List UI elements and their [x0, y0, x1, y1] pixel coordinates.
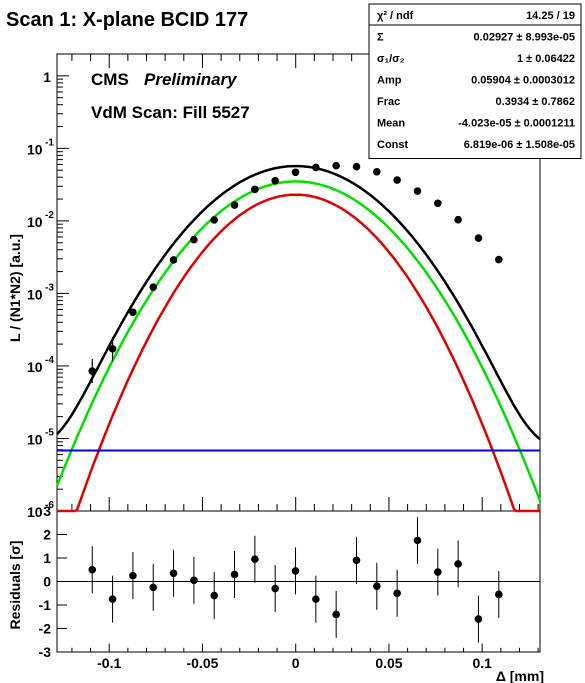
y-tick-label: 10	[27, 504, 43, 520]
scan-label: VdM Scan: Fill 5527	[91, 103, 250, 122]
stats-value: 0.02927 ± 8.993e-05	[474, 32, 575, 44]
residual-point	[373, 582, 381, 590]
fit-total-line	[56, 164, 541, 441]
data-point	[108, 345, 117, 353]
stats-label: Frac	[377, 96, 400, 108]
stats-value: 0.05904 ± 0.0003012	[471, 75, 575, 87]
stats-value: 14.25 / 19	[526, 10, 575, 22]
fit-component-red-line	[57, 193, 540, 513]
fit-component-green-line	[55, 180, 542, 502]
residual-point	[413, 536, 422, 545]
data-point	[210, 216, 219, 224]
data-point	[129, 308, 137, 317]
x-tick-label: 0.1	[472, 655, 492, 671]
residual-point	[108, 595, 117, 603]
x-tick-label: 0.05	[375, 655, 402, 671]
data-point	[373, 168, 381, 176]
x-axis-label: Δ [mm]	[496, 668, 544, 683]
stats-label: Mean	[377, 118, 405, 130]
y-tick-exponent: -6	[45, 500, 54, 511]
data-point	[352, 162, 361, 171]
stats-label: Amp	[377, 75, 402, 87]
x-tick-label: -0.05	[186, 655, 218, 671]
data-point	[434, 199, 442, 208]
data-point	[230, 201, 239, 209]
residual-point	[434, 568, 442, 576]
residual-y-tick-label: 2	[43, 527, 51, 543]
stats-label: Const	[377, 139, 409, 151]
residual-point	[169, 569, 178, 578]
residual-point	[312, 595, 320, 603]
residual-point	[88, 565, 97, 574]
data-point	[393, 176, 401, 184]
y-tick-label: 10	[27, 286, 43, 302]
chart-title: Scan 1: X-plane BCID 177	[6, 9, 248, 31]
residual-point	[251, 555, 259, 563]
residuals-axis-label: Residuals [σ]	[7, 541, 23, 630]
stats-value: 0.3934 ± 0.7862	[496, 96, 575, 108]
data-point	[251, 185, 259, 194]
residual-plot-frame: -0.1 -0.05 0 0.05 0.1 -3 -2 -1 0 1 2 3	[39, 503, 541, 671]
data-point	[88, 367, 97, 375]
data-point	[454, 215, 462, 224]
stats-value: 6.819e-06 ± 1.508e-05	[464, 139, 575, 151]
stats-box-border	[368, 3, 582, 159]
x-tick-label: 0	[292, 655, 300, 671]
data-point	[474, 234, 483, 242]
residual-y-tick-label: 1	[43, 550, 51, 566]
residual-y-tick-label: 3	[43, 503, 51, 519]
data-point	[291, 168, 300, 177]
residual-y-tick-label: -3	[39, 644, 52, 660]
residual-point	[352, 556, 361, 565]
stats-value: -4.023e-05 ± 0.0001211	[458, 118, 575, 130]
residual-point	[454, 560, 462, 568]
residual-point	[291, 567, 300, 575]
y-tick-label: 10	[27, 431, 43, 447]
residual-point	[190, 576, 198, 585]
y-tick-label: 10	[27, 359, 43, 375]
residual-point	[474, 615, 483, 623]
residual-y-tick-label: -1	[39, 597, 52, 613]
residual-point	[494, 590, 503, 599]
stats-label: χ² / ndf	[377, 10, 414, 22]
residual-point	[210, 591, 219, 600]
stats-label: Σ	[377, 32, 384, 44]
preliminary-label: Preliminary	[144, 70, 238, 89]
y-tick-exponent: -1	[45, 137, 54, 148]
residual-point	[129, 571, 137, 580]
y-tick-exponent: -3	[45, 282, 54, 293]
cms-label: CMS	[91, 70, 129, 89]
y-tick-exponent: -2	[45, 210, 54, 221]
y-tick-exponent: -5	[45, 427, 54, 438]
residual-point	[271, 584, 279, 593]
stats-box: χ² / ndf 14.25 / 19 Σ 0.02927 ± 8.993e-05 σ₁…	[368, 3, 582, 159]
data-point	[271, 176, 279, 185]
residual-y-tick-label: -2	[39, 621, 52, 637]
data-point	[312, 163, 320, 172]
data-point	[332, 161, 340, 170]
main-plot-content	[55, 161, 542, 513]
y-tick-label: 10	[27, 214, 43, 230]
data-point	[494, 255, 503, 264]
residual-point	[332, 610, 340, 619]
residual-plot-content	[88, 516, 503, 643]
y-axis-label: L / (N1*N2) [a.u.]	[7, 234, 23, 342]
residual-y-tick-label: 0	[43, 574, 51, 590]
x-tick-label: -0.1	[97, 655, 121, 671]
data-point	[413, 187, 422, 195]
data-point	[190, 235, 198, 244]
y-tick-exponent: -4	[45, 355, 54, 366]
residual-point	[230, 570, 239, 579]
y-tick-label: 10	[27, 141, 43, 157]
stats-value: 1 ± 0.06422	[517, 53, 575, 65]
stats-label: σ₁/σ₂	[377, 53, 405, 65]
residual-point	[393, 589, 401, 598]
residual-point	[149, 583, 158, 592]
y-tick-label: 1	[43, 69, 51, 85]
data-point	[169, 256, 178, 264]
data-point	[149, 283, 158, 291]
